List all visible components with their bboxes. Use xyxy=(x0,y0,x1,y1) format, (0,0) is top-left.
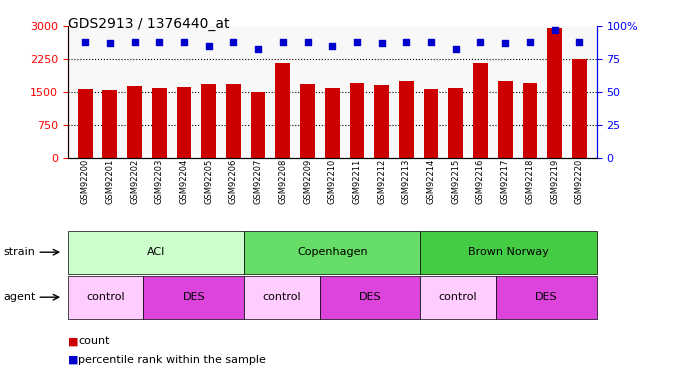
Point xyxy=(376,40,387,46)
Bar xyxy=(78,89,92,158)
Bar xyxy=(498,81,513,158)
Point xyxy=(277,39,288,45)
Text: strain: strain xyxy=(3,247,35,257)
Point xyxy=(203,43,214,49)
Bar xyxy=(275,63,290,158)
Point xyxy=(228,39,239,45)
Text: DES: DES xyxy=(359,292,381,302)
Text: DES: DES xyxy=(182,292,205,302)
Bar xyxy=(374,85,389,158)
Bar xyxy=(127,86,142,158)
Text: GDS2913 / 1376440_at: GDS2913 / 1376440_at xyxy=(68,17,229,31)
Point xyxy=(549,27,560,33)
Point xyxy=(450,46,461,52)
Point xyxy=(475,39,486,45)
Bar xyxy=(572,59,586,158)
Bar xyxy=(152,88,167,158)
Text: ■: ■ xyxy=(68,336,78,346)
Text: Copenhagen: Copenhagen xyxy=(297,247,367,257)
Text: ACI: ACI xyxy=(146,247,165,257)
Text: count: count xyxy=(78,336,109,346)
Point xyxy=(525,39,536,45)
Point xyxy=(574,39,584,45)
Point xyxy=(104,40,115,46)
Text: control: control xyxy=(439,292,477,302)
Point xyxy=(500,40,511,46)
Bar xyxy=(176,87,191,158)
Bar xyxy=(325,88,340,158)
Bar xyxy=(300,84,315,158)
Point xyxy=(129,39,140,45)
Text: ■: ■ xyxy=(68,355,78,365)
Text: percentile rank within the sample: percentile rank within the sample xyxy=(78,355,266,365)
Bar xyxy=(350,83,364,158)
Point xyxy=(426,39,437,45)
Bar xyxy=(399,81,414,158)
Text: control: control xyxy=(262,292,301,302)
Text: control: control xyxy=(86,292,125,302)
Text: agent: agent xyxy=(3,292,36,302)
Bar xyxy=(523,83,538,158)
Point xyxy=(302,39,313,45)
Bar xyxy=(226,84,241,158)
Text: DES: DES xyxy=(535,292,557,302)
Point xyxy=(178,39,189,45)
Text: Brown Norway: Brown Norway xyxy=(468,247,549,257)
Bar xyxy=(547,28,562,158)
Bar xyxy=(102,90,117,158)
Bar xyxy=(424,89,439,158)
Bar xyxy=(448,88,463,158)
Point xyxy=(80,39,91,45)
Point xyxy=(253,46,264,52)
Point xyxy=(154,39,165,45)
Point xyxy=(327,43,338,49)
Bar xyxy=(473,63,488,158)
Point xyxy=(401,39,412,45)
Bar xyxy=(251,92,266,158)
Point xyxy=(351,39,362,45)
Bar xyxy=(201,84,216,158)
